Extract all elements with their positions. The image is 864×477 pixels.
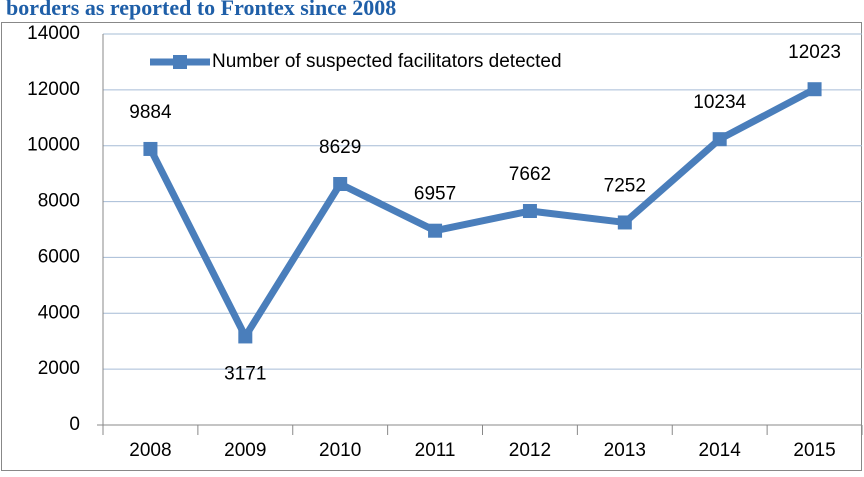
legend-marker bbox=[173, 55, 187, 69]
x-tick-label: 2009 bbox=[224, 440, 266, 461]
y-tick-label: 2000 bbox=[38, 358, 80, 379]
data-label: 8629 bbox=[319, 137, 361, 158]
x-tick-label: 2008 bbox=[129, 440, 171, 461]
y-tick-label: 14000 bbox=[27, 23, 80, 44]
data-label: 9884 bbox=[129, 102, 172, 123]
data-label: 7662 bbox=[509, 164, 551, 185]
x-tick-label: 2015 bbox=[793, 440, 835, 461]
x-tick-label: 2014 bbox=[699, 440, 742, 461]
x-tick-label: 2012 bbox=[509, 440, 551, 461]
y-tick-label: 0 bbox=[69, 414, 80, 435]
point-marker bbox=[712, 132, 727, 147]
data-label: 10234 bbox=[693, 92, 746, 113]
data-label: 12023 bbox=[788, 42, 841, 63]
x-tick-label: 2013 bbox=[604, 440, 646, 461]
point-marker bbox=[617, 215, 632, 230]
data-label: 7252 bbox=[604, 175, 646, 196]
y-tick-label: 12000 bbox=[27, 79, 80, 100]
point-marker bbox=[428, 223, 443, 238]
data-label: 6957 bbox=[414, 184, 456, 205]
y-tick-label: 4000 bbox=[38, 302, 80, 323]
y-tick-label: 6000 bbox=[38, 246, 80, 267]
x-tick-label: 2010 bbox=[319, 440, 361, 461]
x-tick-label: 2011 bbox=[415, 440, 456, 461]
legend-label: Number of suspected facilitators detecte… bbox=[212, 51, 562, 72]
y-tick-label: 8000 bbox=[38, 191, 80, 212]
y-tick-label: 10000 bbox=[27, 135, 80, 156]
point-marker bbox=[807, 82, 822, 97]
point-marker bbox=[143, 141, 158, 156]
series-line bbox=[147, 86, 817, 340]
point-marker bbox=[238, 329, 253, 344]
chart-frame bbox=[1, 22, 862, 471]
point-marker bbox=[333, 177, 348, 192]
chart-title: borders as reported to Frontex since 200… bbox=[6, 0, 396, 20]
data-label: 3171 bbox=[224, 363, 266, 384]
point-marker bbox=[522, 204, 537, 219]
